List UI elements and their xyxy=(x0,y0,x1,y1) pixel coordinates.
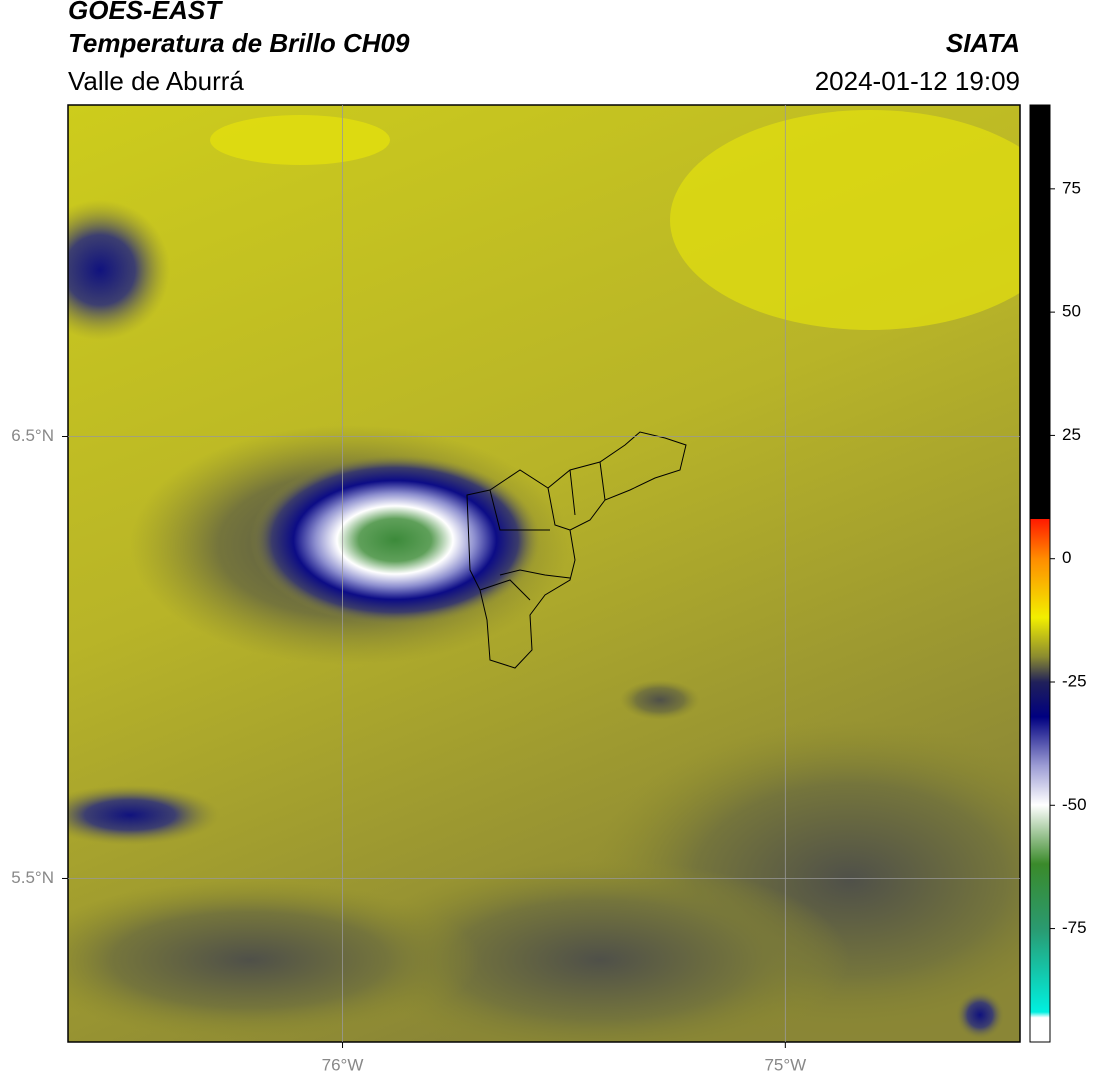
source: SIATA xyxy=(946,28,1020,58)
x-tick-label: 76°W xyxy=(322,1055,364,1074)
colorbar-tick-label: 50 xyxy=(1062,302,1081,321)
colorbar-tick-label: 0 xyxy=(1062,548,1071,567)
imagery xyxy=(68,105,1020,1042)
municipal-boundaries xyxy=(466,431,687,669)
title: GOES-EAST xyxy=(68,0,223,25)
colorbar-tick-label: -50 xyxy=(1062,795,1087,814)
colorbar-tick-label: 75 xyxy=(1062,178,1081,197)
subtitle: Temperatura de Brillo CH09 xyxy=(68,28,410,58)
colorbar-tick-label: -25 xyxy=(1062,671,1087,690)
colorbar-tick-label: 25 xyxy=(1062,425,1081,444)
colorbar xyxy=(1029,104,1051,1043)
map-frame xyxy=(67,104,1021,1043)
y-tick-label: 5.5°N xyxy=(11,868,54,887)
x-tick-label: 75°W xyxy=(764,1055,806,1074)
colorbar-tick-label: -75 xyxy=(1062,918,1087,937)
y-tick-label: 6.5°N xyxy=(11,426,54,445)
datetime: 2024-01-12 19:09 xyxy=(815,66,1020,96)
region: Valle de Aburrá xyxy=(68,66,244,96)
